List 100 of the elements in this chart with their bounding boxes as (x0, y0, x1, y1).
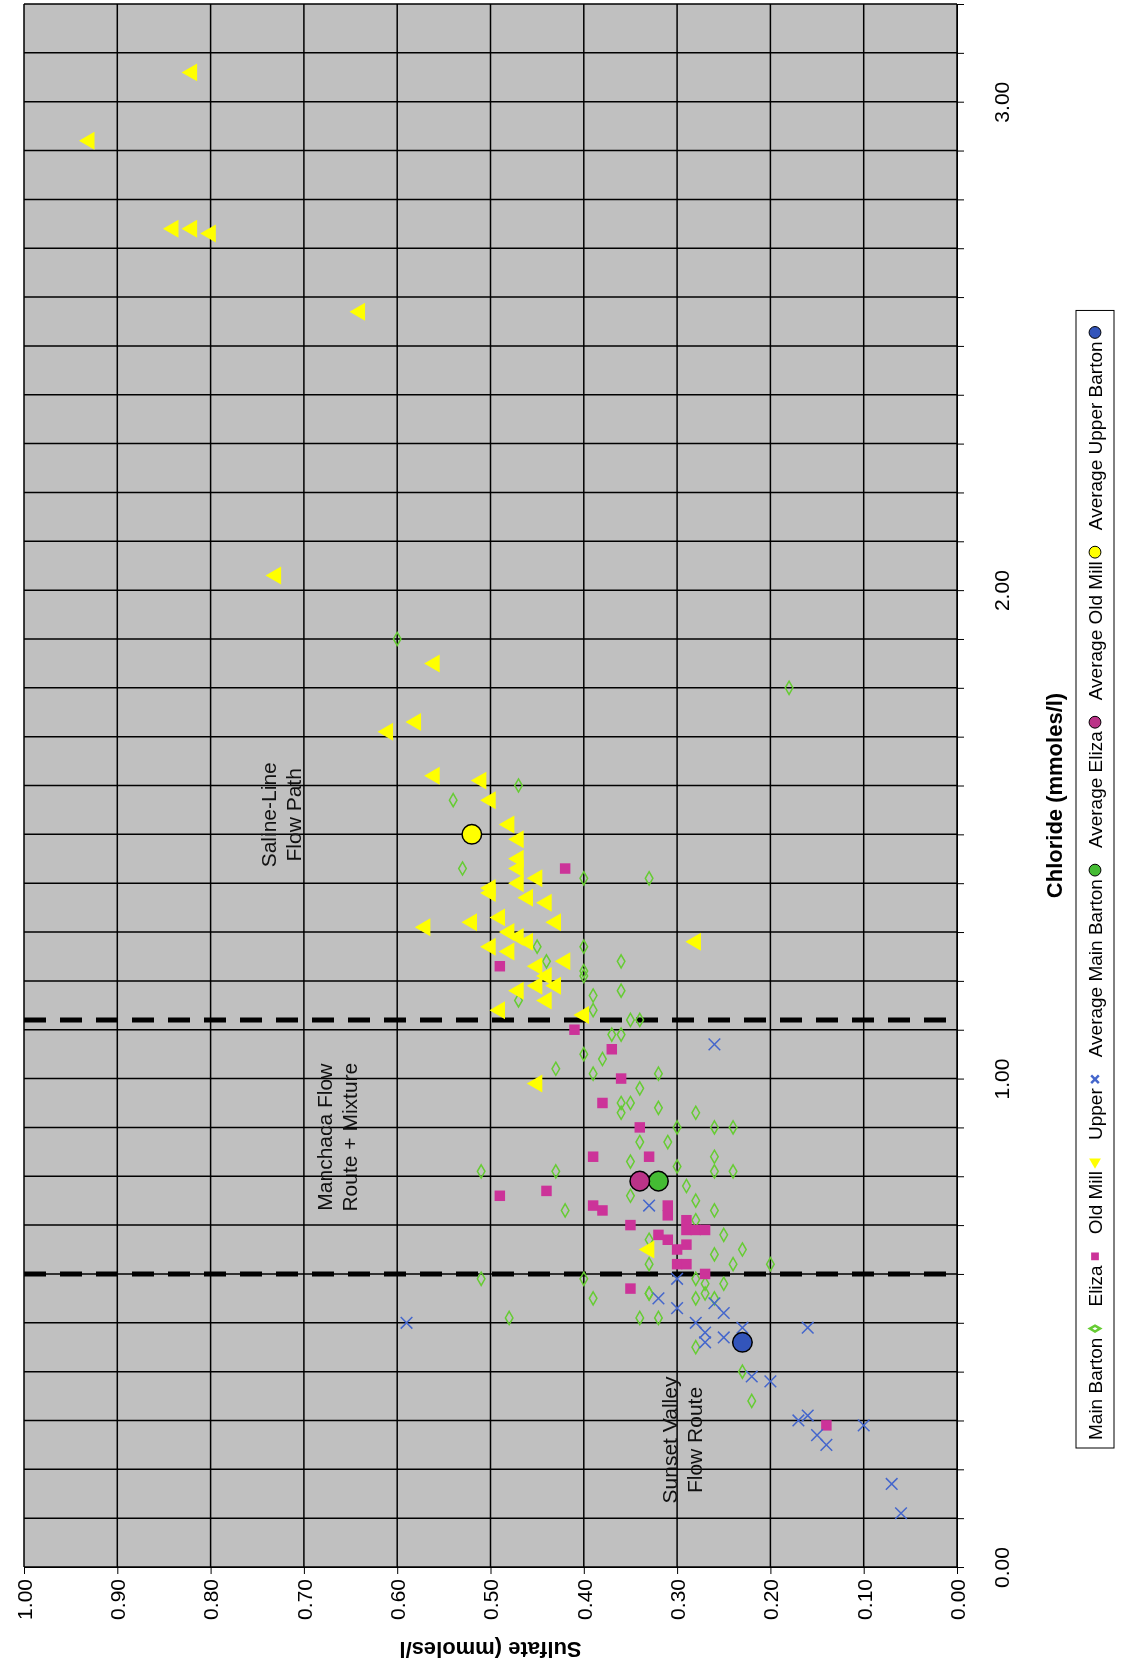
y-tick-label: 2.00 (990, 570, 1013, 612)
legend-label: Average Main Barton (1084, 879, 1106, 1058)
point (569, 1024, 580, 1035)
point (681, 1239, 692, 1250)
point (699, 1224, 711, 1236)
point (606, 1044, 618, 1055)
point (536, 893, 552, 912)
legend-label: Eliza (1084, 1264, 1106, 1307)
point (717, 1330, 731, 1344)
legend-label: Old Mill (1084, 1171, 1106, 1235)
point (536, 967, 552, 985)
annotation: Manchaca Flow Route + Mixture (312, 1062, 362, 1212)
point (508, 981, 524, 1000)
point (615, 1073, 627, 1084)
point (698, 1335, 712, 1349)
legend-label: Main Barton (1084, 1337, 1106, 1440)
point (689, 1316, 703, 1330)
point (489, 1001, 506, 1020)
point (480, 883, 496, 902)
point (662, 1200, 674, 1211)
point (541, 1185, 552, 1197)
point (181, 219, 198, 238)
point (489, 908, 506, 927)
point (470, 771, 487, 790)
legend-label: Average Upper Barton (1084, 341, 1106, 531)
point (480, 791, 496, 810)
point (587, 1151, 599, 1162)
x-tick-label: 0.80 (199, 1579, 223, 1620)
x-tick-label: 0.90 (106, 1579, 130, 1620)
point (670, 1272, 684, 1286)
x-tick-label: 0.00 (945, 1579, 969, 1620)
point (894, 1506, 908, 1520)
point (731, 1331, 753, 1353)
point (653, 1229, 664, 1241)
point (651, 1291, 666, 1305)
point (717, 1306, 731, 1320)
x-tick-label: 0.10 (852, 1579, 876, 1620)
point (801, 1321, 815, 1335)
y-tick-label: 0.00 (990, 1547, 1013, 1588)
point (587, 1200, 599, 1211)
point (745, 1369, 759, 1384)
point (625, 1283, 636, 1294)
point (414, 918, 431, 937)
point (162, 219, 179, 238)
x-tick-label: 0.60 (386, 1579, 410, 1620)
point (681, 1258, 692, 1270)
point (554, 952, 571, 971)
point (707, 1296, 721, 1310)
point (857, 1418, 871, 1432)
point (494, 1190, 506, 1202)
point (638, 1240, 655, 1259)
annotation: Saline-Line Flow Path (256, 762, 306, 868)
x-tick-label: 0.50 (479, 1579, 503, 1620)
point (662, 1234, 674, 1245)
point (681, 1224, 692, 1236)
point (801, 1409, 815, 1423)
x-axis-title: Sulfate (mmoles/l (399, 1637, 582, 1662)
point (265, 566, 282, 585)
legend-label: Upper (1084, 1087, 1106, 1141)
y-axis-title: Chloride (mmoles/l) (1042, 692, 1067, 899)
point (461, 823, 483, 845)
point (508, 859, 524, 878)
point (821, 1420, 832, 1431)
point (681, 1214, 692, 1226)
point (735, 1321, 749, 1335)
y-tick-label: 3.00 (990, 81, 1013, 123)
point (461, 913, 478, 932)
point (763, 1374, 777, 1388)
point (625, 1219, 636, 1231)
x-tick-label: 0.20 (759, 1579, 783, 1620)
x-tick-label: 0.30 (665, 1579, 689, 1620)
point (78, 131, 95, 150)
point (647, 1170, 669, 1192)
point (526, 957, 543, 976)
x-tick-label: 0.40 (572, 1579, 596, 1620)
point (526, 1074, 543, 1093)
point (181, 63, 198, 82)
point (545, 913, 561, 932)
point (349, 302, 366, 321)
point (885, 1477, 899, 1491)
annotation: Sunset Valley Flow Route (658, 1376, 707, 1504)
point (597, 1097, 608, 1109)
point (810, 1428, 824, 1442)
point (629, 1170, 651, 1192)
point (791, 1413, 805, 1428)
point (498, 815, 515, 834)
point (559, 863, 571, 874)
point (508, 874, 524, 893)
point (819, 1438, 833, 1452)
x-tick-label: 0.70 (292, 1579, 316, 1620)
legend-label: Average Eliza (1084, 730, 1106, 849)
point (671, 1244, 683, 1255)
point (377, 722, 394, 741)
point (670, 1301, 684, 1315)
y-tick-label: 1.00 (990, 1058, 1013, 1100)
point (698, 1325, 712, 1340)
point (494, 960, 506, 972)
point (424, 654, 440, 673)
point (662, 1210, 674, 1221)
point (597, 1205, 608, 1216)
